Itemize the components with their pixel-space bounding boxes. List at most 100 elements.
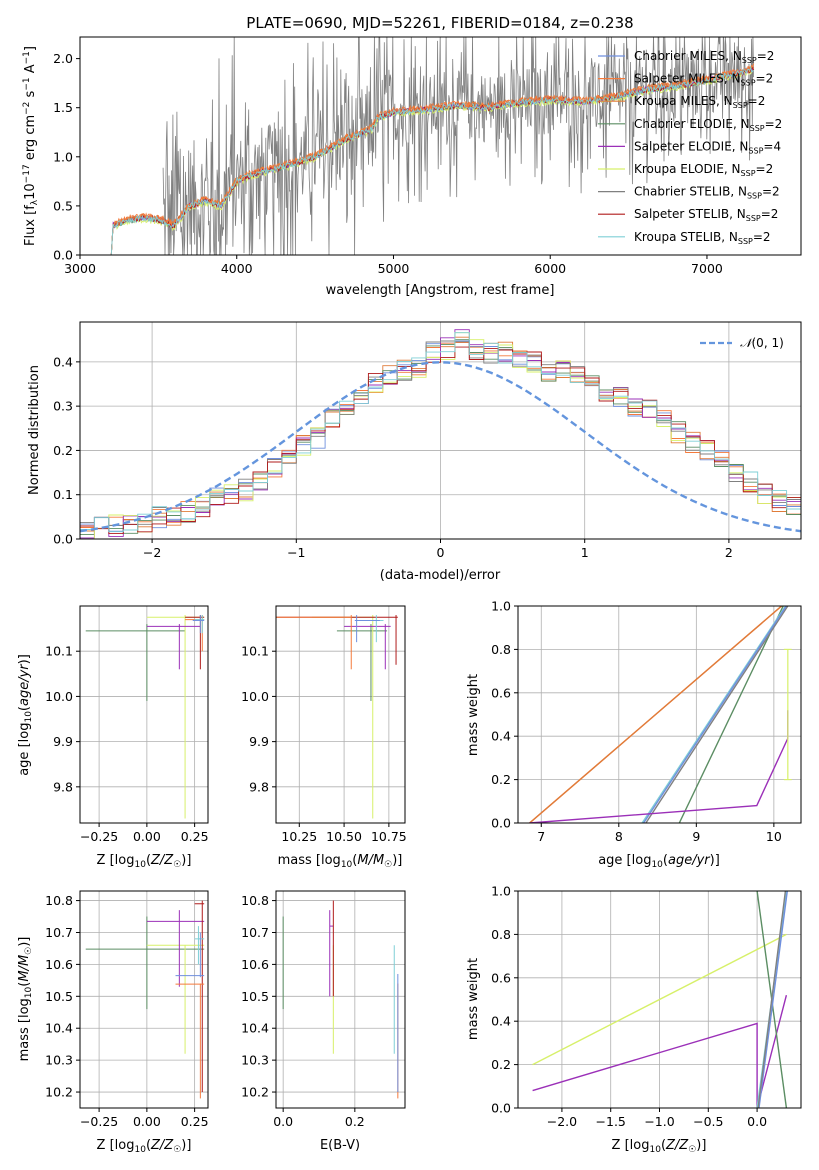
legend-label-6: Kroupa ELODIE, NSSP=2 [634,162,773,178]
weight-z-line-chabrier-stelib [757,891,787,1108]
y-tick-label: 0.6 [491,685,511,700]
age-vs-z-panel: −0.25 0.00 0.25 9.8 9.9 10.0 10.1 Z [log10(Z/Z… [17,605,209,870]
y-tick-label: 10.3 [45,1053,73,1068]
x-tick-label: −1.5 [596,1114,626,1129]
x-tick-label: 0.2 [345,1114,365,1129]
x-tick-label: 2 [725,545,733,560]
y-tick-label: 10.2 [45,1085,73,1100]
residual-histogram-8 [80,346,801,535]
y-tick-label: 0.1 [53,487,73,502]
x-tick-label: 0.25 [181,829,209,844]
y-tick-label: 10.8 [45,893,73,908]
weight-z-line-chabrier-miles [758,891,788,1108]
weight-age-line-5 [645,606,789,823]
mass-vs-z-panel: −0.25 0.00 0.25 10.2 10.3 10.4 10.5 10.6 10.7 10.… [17,890,209,1155]
weight-vs-age-panel: 7 8 9 10 0.0 0.2 0.4 0.6 0.8 1.0 age [log10(age/y… [466,599,802,870]
x-tick-label: 0.00 [133,829,161,844]
p1-xlabel: Z [log10(Z/Z☉)] [97,853,192,870]
y-tick-label: 0.2 [53,443,73,458]
y-tick-label: 10.0 [241,689,269,704]
y-tick-label: 0.8 [491,927,511,942]
legend-label-8: Salpeter STELIB, NSSP=2 [634,207,778,223]
x-tick-label: 10 [766,829,782,844]
observed-spectrum-line [162,37,754,255]
p3-ylabel: mass weight [466,674,481,756]
y-tick-label: 0.6 [491,970,511,985]
y-tick-label: 0.8 [491,642,511,657]
mass-vs-ebv-panel: 0.0 0.2 10.2 10.3 10.4 10.5 10.6 10.7 10.8 E(B-V… [241,890,406,1153]
x-tick-label: 6000 [534,261,566,276]
y-tick-label: 0.4 [53,354,73,369]
legend-label-9: Kroupa STELIB, NSSP=2 [634,230,771,246]
y-tick-label: 10.5 [45,989,73,1004]
y-tick-label: 9.8 [249,779,269,794]
y-tick-label: 10.7 [45,925,73,940]
x-tick-label: 0.0 [273,1114,293,1129]
x-tick-label: −0.25 [80,1114,118,1129]
legend-label-3: Kroupa MILES, NSSP=2 [634,94,765,110]
model-spectrum-line-9 [110,66,754,255]
x-tick-label: −1 [287,545,305,560]
y-tick-label: 0.5 [53,198,73,213]
y-tick-label: 1.0 [491,599,511,614]
y-tick-label: 10.5 [241,989,269,1004]
y-tick-label: 10.4 [241,1021,269,1036]
y-tick-label: 0.0 [53,248,73,263]
x-tick-label: 5000 [378,261,410,276]
x-tick-label: 0.25 [181,1114,209,1129]
histogram-ylabel: Normed distribution [27,365,42,495]
spectrum-xlabel: wavelength [Angstrom, rest frame] [326,283,555,298]
weight-age-line-2 [529,606,783,823]
x-tick-label: −1.0 [644,1114,674,1129]
legend-label-7: Chabrier STELIB, NSSP=2 [634,185,780,201]
spectrum-frame [79,36,802,256]
gaussian-legend-label: 𝒩(0, 1) [740,336,784,350]
legend-label-4: Chabrier ELODIE, NSSP=2 [634,117,782,133]
x-tick-label: 0.0 [747,1114,767,1129]
y-tick-label: 0.2 [491,772,511,787]
y-tick-label: 2.0 [53,51,73,66]
x-tick-label: 10.25 [281,829,317,844]
residual-histogram-panel: −2 −1 0 1 2 0.0 0.1 0.2 0.3 0.4 (data-model)/erro… [27,321,802,583]
figure-title: PLATE=0690, MJD=52261, FIBERID=0184, z=0… [246,14,633,32]
y-tick-label: 0.0 [491,816,511,831]
residual-histogram-7 [80,340,801,526]
legend-label-1: Chabrier MILES, NSSP=2 [634,49,774,65]
y-tick-label: 0.2 [491,1057,511,1072]
x-tick-label: −2.0 [547,1114,577,1129]
y-tick-label: 0.0 [491,1101,511,1116]
x-tick-label: 10.75 [371,829,407,844]
weight-age-line-4 [641,606,787,823]
y-tick-label: 10.7 [241,925,269,940]
x-tick-label: 0.00 [133,1114,161,1129]
legend-label-2: Salpeter MILES, NSSP=2 [634,72,773,88]
x-tick-label: 4000 [221,261,253,276]
y-tick-label: 10.8 [241,893,269,908]
p1-ylabel: age [log10(age/yr)] [17,654,34,776]
x-tick-label: −0.5 [693,1114,723,1129]
weight-z-line-salpeter-elodie [532,995,788,1108]
y-tick-label: 10.0 [45,689,73,704]
y-tick-label: 0.0 [53,532,73,547]
x-tick-label: 0 [437,545,445,560]
x-tick-label: 8 [615,829,623,844]
x-tick-label: −0.25 [80,829,118,844]
x-tick-label: 1 [581,545,589,560]
p6-ylabel: mass weight [466,958,481,1040]
x-tick-label: 7 [537,829,545,844]
y-tick-label: 0.4 [491,1014,511,1029]
weight-z-line-kroupa-elodie [532,933,787,1066]
x-tick-label: 10.50 [326,829,362,844]
y-tick-label: 1.5 [53,100,73,115]
p4-ylabel: mass [log10(M/M☉)] [17,937,34,1062]
y-tick-label: 10.2 [241,1085,269,1100]
residual-histogram-5 [80,329,801,539]
x-tick-label: −2 [143,545,161,560]
y-tick-label: 1.0 [53,149,73,164]
p5-xlabel: E(B-V) [320,1138,360,1153]
histogram-xlabel: (data-model)/error [380,568,501,583]
age-vs-mass-panel: 10.25 10.50 10.75 9.8 9.9 10.0 10.1 mass [log1… [241,605,407,870]
spectrum-ylabel: Flux [fλ10−17 erg cm−2 s−1 A−1] [22,46,40,246]
y-tick-label: 9.9 [53,734,73,749]
